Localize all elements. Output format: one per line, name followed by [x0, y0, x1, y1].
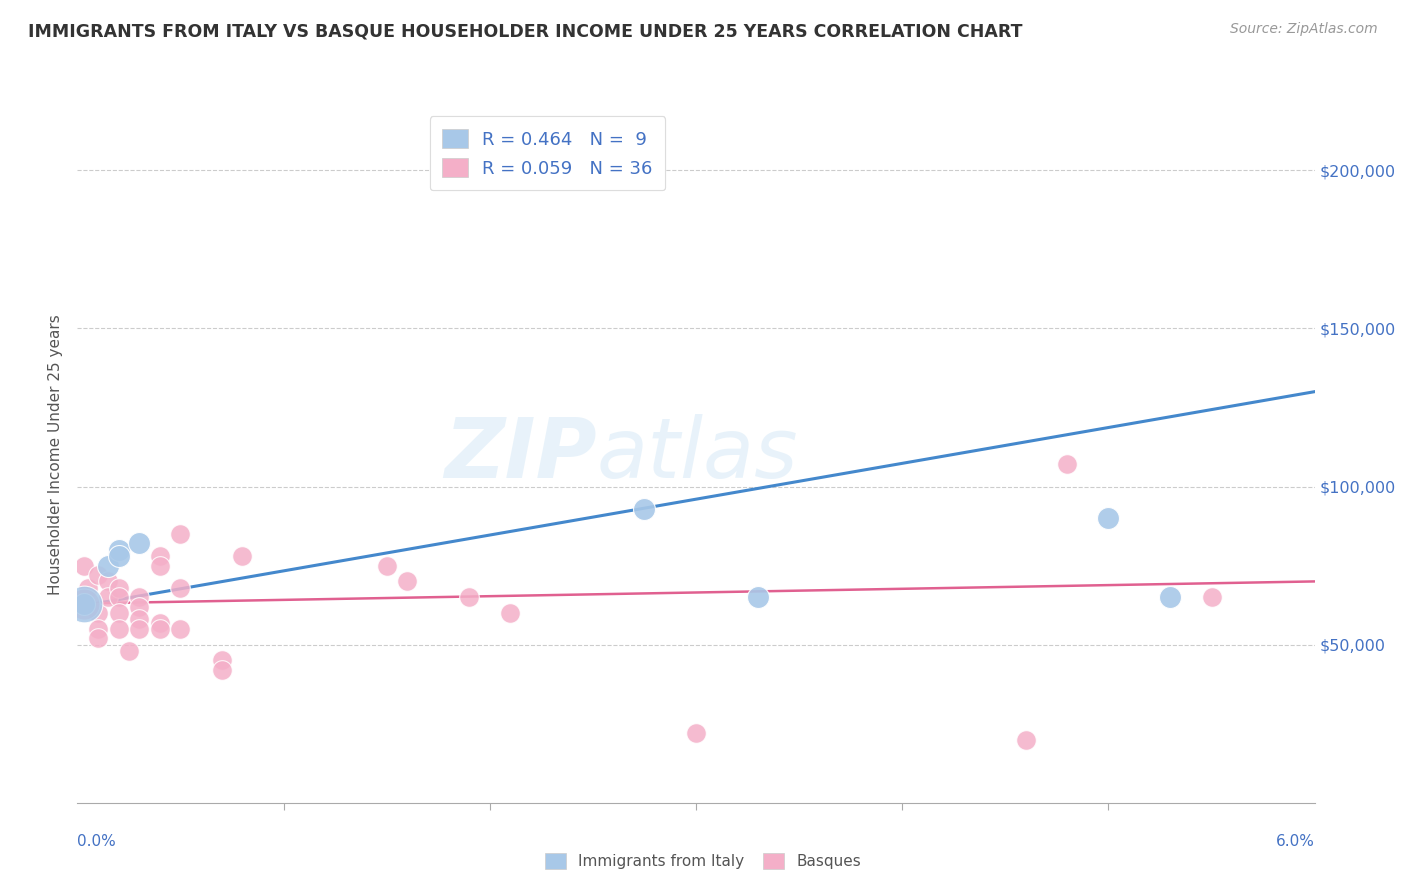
Point — [211, 663, 233, 677]
Point — [499, 606, 522, 620]
Point — [97, 591, 120, 605]
Point — [169, 622, 191, 636]
Point — [87, 568, 110, 582]
Legend: Immigrants from Italy, Basques: Immigrants from Italy, Basques — [538, 847, 868, 875]
Y-axis label: Householder Income Under 25 years: Householder Income Under 25 years — [48, 315, 63, 595]
Point — [72, 597, 94, 611]
Point — [72, 558, 94, 573]
Point — [72, 597, 94, 611]
Point — [211, 653, 233, 667]
Point — [375, 558, 398, 573]
Point — [97, 574, 120, 589]
Point — [1056, 458, 1078, 472]
Text: Source: ZipAtlas.com: Source: ZipAtlas.com — [1230, 22, 1378, 37]
Point — [87, 632, 110, 646]
Point — [107, 542, 129, 557]
Point — [128, 612, 150, 626]
Legend: R = 0.464   N =  9, R = 0.059   N = 36: R = 0.464 N = 9, R = 0.059 N = 36 — [430, 116, 665, 190]
Point — [231, 549, 253, 563]
Point — [149, 558, 172, 573]
Text: 0.0%: 0.0% — [77, 834, 117, 849]
Point — [747, 591, 769, 605]
Point — [118, 644, 141, 658]
Point — [396, 574, 419, 589]
Point — [169, 527, 191, 541]
Point — [107, 606, 129, 620]
Point — [1015, 732, 1038, 747]
Point — [169, 581, 191, 595]
Text: 6.0%: 6.0% — [1275, 834, 1315, 849]
Point — [633, 501, 655, 516]
Point — [87, 622, 110, 636]
Point — [87, 606, 110, 620]
Text: atlas: atlas — [598, 415, 799, 495]
Point — [149, 549, 172, 563]
Point — [128, 536, 150, 550]
Point — [149, 622, 172, 636]
Point — [72, 597, 94, 611]
Point — [128, 599, 150, 614]
Point — [128, 591, 150, 605]
Text: ZIP: ZIP — [444, 415, 598, 495]
Point — [107, 591, 129, 605]
Point — [97, 558, 120, 573]
Point — [1097, 511, 1119, 525]
Point — [76, 581, 98, 595]
Point — [72, 597, 94, 611]
Point — [128, 622, 150, 636]
Point — [1159, 591, 1181, 605]
Point — [107, 549, 129, 563]
Point — [149, 615, 172, 630]
Point — [107, 581, 129, 595]
Text: IMMIGRANTS FROM ITALY VS BASQUE HOUSEHOLDER INCOME UNDER 25 YEARS CORRELATION CH: IMMIGRANTS FROM ITALY VS BASQUE HOUSEHOL… — [28, 22, 1022, 40]
Point — [685, 726, 707, 740]
Point — [458, 591, 481, 605]
Point — [107, 622, 129, 636]
Point — [1201, 591, 1223, 605]
